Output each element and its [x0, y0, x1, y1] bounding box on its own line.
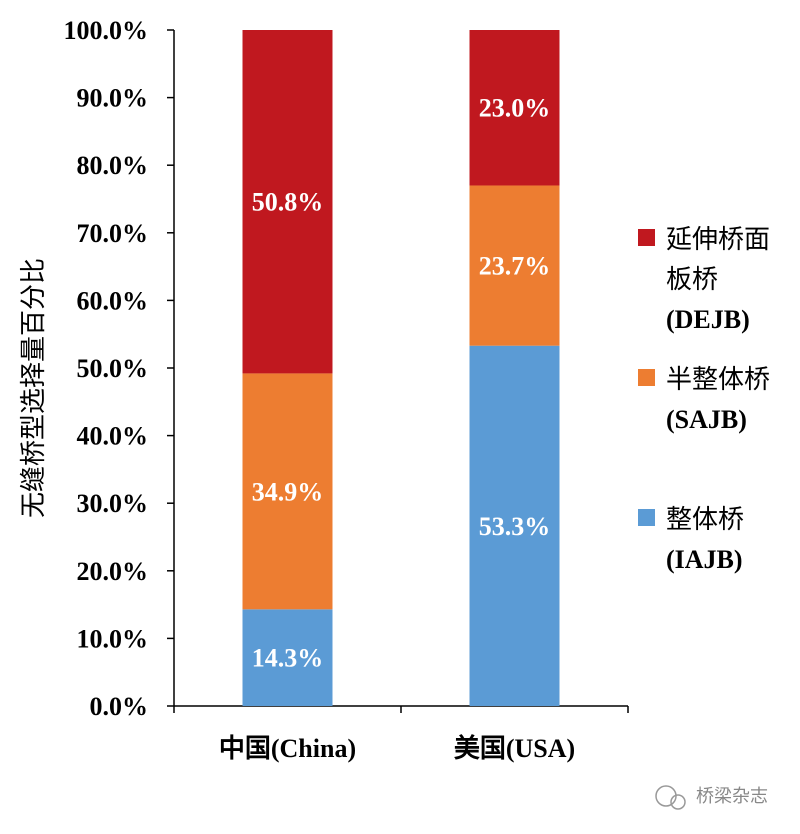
y-tick-label: 60.0%	[77, 286, 149, 315]
axes: 0.0% 10.0% 20.0% 30.0% 40.0% 50.0% 60.0% 70.0% 8…	[64, 16, 629, 763]
legend-swatch	[638, 509, 655, 526]
y-axis-label: 无缝桥型选择量百分比	[19, 258, 49, 518]
y-tick-label: 50.0%	[77, 354, 149, 383]
legend-abbr: (DEJB)	[666, 305, 750, 334]
y-axis-title: 无缝桥型选择量百分比	[19, 258, 49, 518]
legend-label: 延伸桥面	[666, 225, 770, 255]
legend-abbr: (SAJB)	[666, 405, 747, 434]
legend-item: 半整体桥 (SAJB)	[638, 365, 770, 434]
legend-swatch	[638, 369, 655, 386]
data-label: 34.9%	[252, 477, 324, 506]
bar-segment	[242, 609, 333, 706]
legend-label: 整体桥	[666, 505, 744, 535]
bar-group: 53.3% 23.7% 23.0%	[469, 30, 560, 706]
y-tick-label: 10.0%	[77, 624, 149, 653]
legend-label: 半整体桥	[666, 365, 770, 395]
data-label: 23.7%	[479, 252, 551, 281]
legend-abbr: (IAJB)	[666, 545, 743, 574]
legend-swatch	[638, 229, 655, 246]
bar-segment	[469, 345, 560, 706]
legend-label-cont: 板桥	[666, 265, 718, 295]
y-tick-label: 0.0%	[90, 692, 149, 721]
bar-segment	[469, 185, 560, 346]
watermark: 桥梁杂志	[655, 785, 768, 810]
y-tick-label: 100.0%	[64, 16, 149, 45]
x-category-label: 美国(USA)	[454, 733, 575, 763]
y-tick-label: 90.0%	[77, 84, 149, 113]
bar-segment	[469, 30, 560, 186]
y-tick-label: 70.0%	[77, 219, 149, 248]
bar-group: 14.3% 34.9% 50.8%	[242, 30, 333, 706]
watermark-text: 桥梁杂志	[696, 786, 768, 807]
bars: 14.3% 34.9% 50.8% 53.3% 23.7% 23.0%	[242, 30, 560, 706]
data-label: 53.3%	[479, 512, 551, 541]
wechat-icon	[655, 785, 677, 807]
legend-item: 整体桥 (IAJB)	[638, 505, 744, 574]
y-tick-label: 30.0%	[77, 489, 149, 518]
y-tick-label: 40.0%	[77, 422, 149, 451]
data-label: 23.0%	[479, 94, 551, 123]
y-tick-label: 20.0%	[77, 557, 149, 586]
watermark-logo: 桥梁杂志	[655, 785, 768, 810]
data-label: 50.8%	[252, 188, 324, 217]
bar-segment	[242, 30, 333, 374]
x-category-label: 中国(China)	[219, 734, 356, 763]
y-tick-label: 80.0%	[77, 151, 149, 180]
wechat-icon-small	[670, 794, 686, 810]
bar-segment	[242, 373, 333, 610]
data-label: 14.3%	[252, 644, 324, 673]
